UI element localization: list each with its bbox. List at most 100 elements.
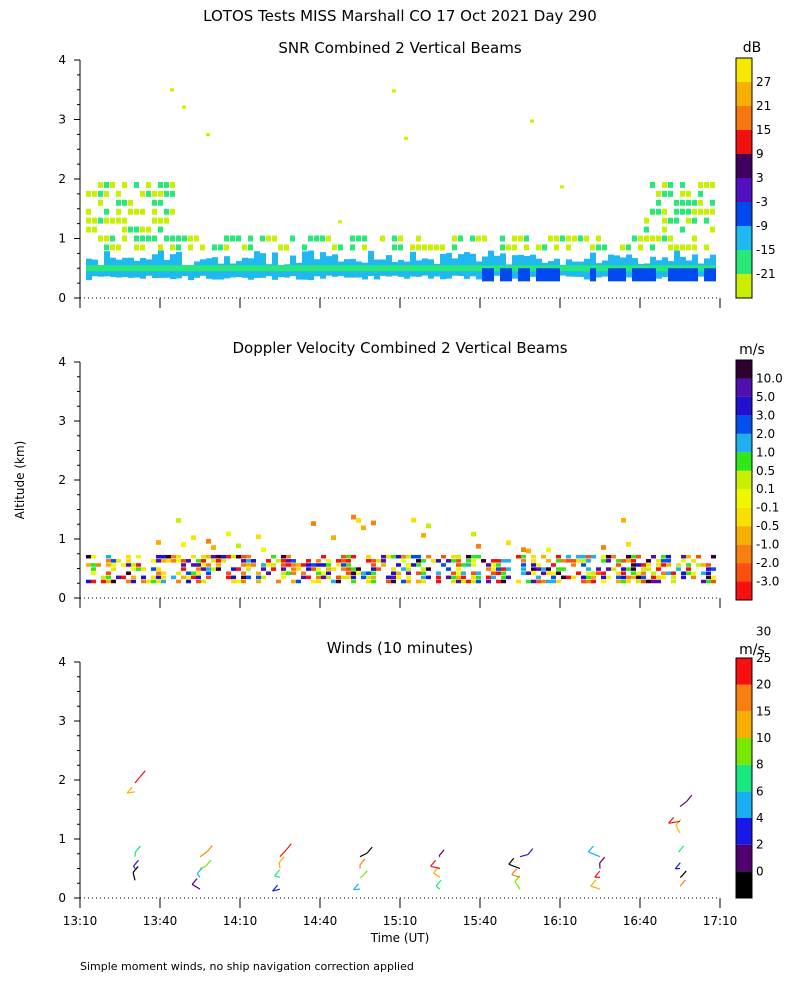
navigation-footnote: Simple moment winds, no ship navigation … xyxy=(80,960,414,973)
velocity-cell xyxy=(366,571,371,575)
colorbar-label: 21 xyxy=(756,99,771,113)
colorbar-swatch xyxy=(736,378,752,397)
velocity-cell xyxy=(586,579,591,584)
snr-cell xyxy=(122,217,127,224)
snr-cell xyxy=(170,244,175,251)
snr-cell xyxy=(428,265,434,272)
snr-cell xyxy=(326,235,331,242)
velocity-cell xyxy=(156,579,161,584)
velocity-cell xyxy=(346,575,351,580)
snr-cell xyxy=(650,181,655,188)
snr-cell xyxy=(344,265,350,272)
snr-cell xyxy=(656,199,661,206)
snr-cell xyxy=(398,265,404,272)
velocity-cell xyxy=(241,554,246,559)
velocity-cell xyxy=(246,554,251,559)
snr-cell xyxy=(110,217,115,224)
velocity-cell xyxy=(536,567,541,571)
velocity-cell xyxy=(491,571,496,575)
snr-cell xyxy=(230,265,236,272)
velocity-cell xyxy=(201,579,206,584)
colorbar-swatch xyxy=(736,106,752,130)
velocity-cell xyxy=(366,575,371,580)
velocity-cell xyxy=(216,563,221,567)
snr-cell xyxy=(644,217,649,224)
velocity-cell xyxy=(236,554,241,559)
velocity-cell xyxy=(711,579,716,584)
velocity-cell xyxy=(351,575,356,580)
snr-cell xyxy=(692,235,697,242)
velocity-cell xyxy=(566,575,571,580)
velocity-cell xyxy=(641,575,646,580)
snr-cell xyxy=(518,235,523,242)
velocity-cell xyxy=(321,571,326,575)
snr-cell xyxy=(428,244,433,251)
snr-cell xyxy=(566,265,572,272)
snr-cell xyxy=(638,268,644,282)
velocity-cell xyxy=(581,579,586,584)
velocity-cell xyxy=(116,559,121,563)
velocity-cell xyxy=(186,571,191,575)
snr-cell xyxy=(704,208,709,215)
velocity-cell xyxy=(231,554,236,559)
velocity-cell xyxy=(316,571,321,575)
velocity-cell xyxy=(191,571,196,575)
colorbar-swatch xyxy=(736,360,752,379)
velocity-cell xyxy=(296,563,301,567)
velocity-cell xyxy=(586,571,591,575)
snr-cell xyxy=(452,265,458,272)
velocity-cell xyxy=(691,559,696,563)
velocity-cell xyxy=(281,567,286,571)
velocity-cell xyxy=(481,559,486,563)
velocity-cell xyxy=(701,579,706,584)
snr-cell xyxy=(692,244,697,251)
velocity-cell xyxy=(486,575,491,580)
velocity-cell xyxy=(546,571,551,575)
snr-cell xyxy=(512,244,517,251)
velocity-cell xyxy=(246,575,251,580)
snr-cell xyxy=(338,244,343,251)
snr-cell xyxy=(440,244,445,251)
snr-cell xyxy=(272,265,278,272)
wind-barb-feather xyxy=(668,816,675,824)
velocity-cell xyxy=(146,579,151,584)
velocity-cell xyxy=(556,567,561,571)
velocity-cell xyxy=(626,575,631,580)
velocity-cell xyxy=(596,571,601,575)
velocity-cell xyxy=(241,571,246,575)
velocity-cell xyxy=(361,571,366,575)
velocity-cell xyxy=(626,541,631,547)
snr-cell xyxy=(710,208,715,215)
velocity-cell xyxy=(476,575,481,580)
velocity-cell xyxy=(396,554,401,559)
velocity-cell xyxy=(501,567,506,571)
velocity-cell xyxy=(131,567,136,571)
snr-cell xyxy=(182,235,187,242)
velocity-cell xyxy=(396,571,401,575)
snr-cell xyxy=(680,244,685,251)
snr-cell xyxy=(704,268,710,282)
wind-barb-feather xyxy=(135,845,141,853)
velocity-cell xyxy=(701,563,706,567)
velocity-cell xyxy=(361,525,366,531)
snr-cell xyxy=(674,244,679,251)
velocity-cell xyxy=(496,563,501,567)
velocity-cell xyxy=(646,559,651,563)
velocity-cell xyxy=(196,563,201,567)
snr-cell xyxy=(416,235,421,242)
velocity-cell xyxy=(341,563,346,567)
snr-cell xyxy=(254,265,260,272)
velocity-cell xyxy=(676,563,681,567)
velocity-cell xyxy=(656,575,661,580)
wind-barb-feather xyxy=(196,867,203,874)
snr-cell xyxy=(278,244,283,251)
colorbar-label: 10 xyxy=(756,731,771,745)
snr-cell xyxy=(284,244,289,251)
snr-cell xyxy=(86,226,91,233)
velocity-cell xyxy=(681,571,686,575)
x-tick-label: 14:40 xyxy=(303,914,338,928)
snr-cell xyxy=(92,217,97,224)
wind-barb xyxy=(132,872,136,881)
velocity-cell xyxy=(216,554,221,559)
velocity-cell xyxy=(176,554,181,559)
